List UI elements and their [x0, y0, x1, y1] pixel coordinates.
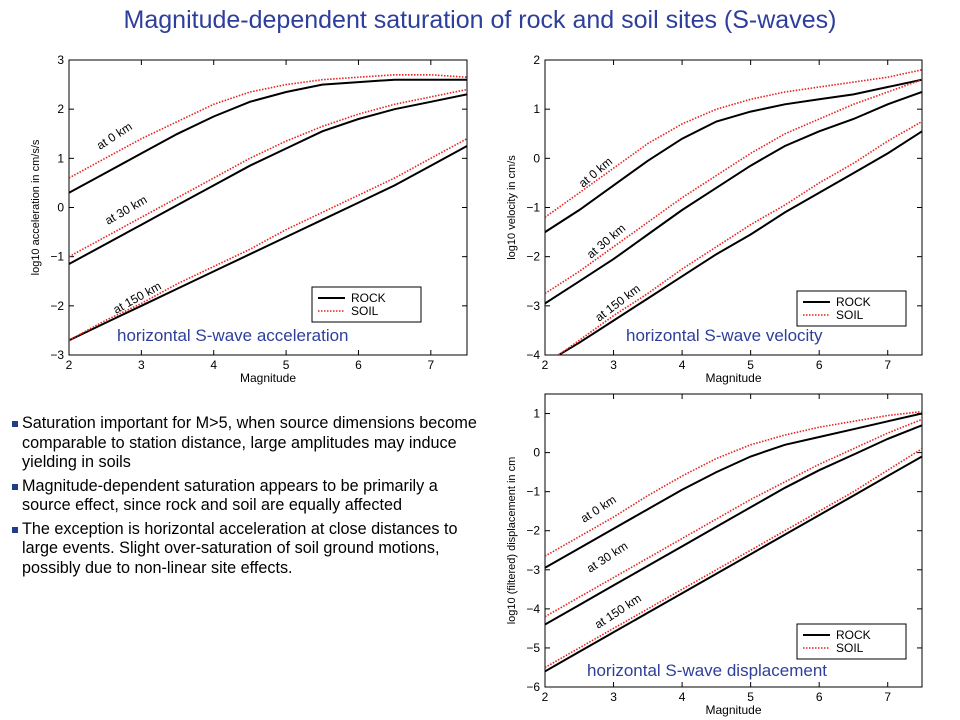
y-tick-label: −6 — [526, 680, 540, 694]
y-axis-label: log10 (filtered) displacement in cm — [506, 457, 518, 625]
y-tick-label: 1 — [57, 151, 64, 165]
y-tick-label: 0 — [533, 151, 540, 165]
x-tick-label: 3 — [610, 690, 617, 704]
panel-caption: horizontal S-wave velocity — [626, 326, 823, 345]
legend-label: SOIL — [836, 641, 864, 655]
bullet-text: The exception is horizontal acceleration… — [22, 519, 458, 577]
y-tick-label: −1 — [526, 201, 540, 215]
x-tick-label: 3 — [138, 358, 145, 372]
x-tick-label: 2 — [542, 358, 549, 372]
y-tick-label: −2 — [50, 299, 64, 313]
panel-caption: horizontal S-wave displacement — [587, 661, 827, 680]
x-axis-label: Magnitude — [705, 371, 761, 385]
series-line-rock — [69, 93, 467, 265]
x-axis-label: Magnitude — [705, 703, 761, 717]
x-tick-label: 7 — [884, 690, 891, 704]
y-tick-label: −1 — [526, 485, 540, 499]
x-tick-label: 5 — [747, 690, 754, 704]
square-bullet-icon — [12, 421, 18, 427]
x-tick-label: 7 — [427, 358, 434, 372]
chart-panel: 2 3 4 5 6 7 −3 −2 −1 0 1 2 3 Magnitude log10 accelerat… — [30, 53, 468, 385]
series-line-rock — [545, 78, 922, 233]
series-line-soil — [69, 88, 467, 258]
legend-label: SOIL — [351, 304, 379, 318]
series-line-soil — [545, 418, 922, 618]
series-line-soil — [69, 74, 467, 179]
series-line-soil — [545, 448, 922, 669]
x-tick-label: 5 — [747, 358, 754, 372]
x-tick-label: 6 — [816, 690, 823, 704]
x-tick-label: 2 — [66, 358, 73, 372]
bullet-item: Magnitude-dependent saturation appears t… — [12, 477, 490, 516]
y-tick-label: 1 — [533, 102, 540, 116]
legend-label: ROCK — [836, 295, 871, 309]
x-tick-label: 6 — [816, 358, 823, 372]
y-tick-label: −2 — [526, 250, 540, 264]
legend-label: ROCK — [836, 628, 871, 642]
bullet-item: Saturation important for M>5, when sourc… — [12, 414, 490, 473]
x-tick-label: 4 — [679, 690, 686, 704]
y-tick-label: 0 — [57, 201, 64, 215]
legend-box — [311, 286, 422, 323]
series-line-rock — [545, 455, 922, 673]
y-tick-label: 0 — [533, 446, 540, 460]
y-tick-label: −3 — [526, 299, 540, 313]
legend-label: ROCK — [351, 291, 386, 305]
series-line-rock — [69, 145, 467, 342]
chart-panel: 2 3 4 5 6 7 −4 −3 −2 −1 0 1 2 Magnitude log10 velocity… — [506, 53, 923, 385]
series-line-soil — [545, 69, 922, 218]
legend-box — [796, 623, 907, 660]
y-tick-label: −4 — [526, 602, 540, 616]
chart-panel: 2 3 4 5 6 7 −6 −5 −4 −3 −2 −1 0 1 Magnitude log10 (filt… — [506, 393, 923, 717]
y-axis-label: log10 velocity in cm/s — [506, 155, 518, 260]
y-tick-label: −4 — [526, 348, 540, 362]
x-tick-label: 4 — [679, 358, 686, 372]
y-tick-label: −2 — [526, 524, 540, 538]
y-tick-label: 3 — [57, 53, 64, 67]
series-line-rock — [545, 412, 922, 569]
x-tick-label: 3 — [610, 358, 617, 372]
series-line-rock — [69, 78, 467, 194]
x-tick-label: 6 — [355, 358, 362, 372]
x-tick-label: 5 — [283, 358, 290, 372]
y-tick-label: −3 — [50, 348, 64, 362]
x-axis-label: Magnitude — [240, 371, 296, 385]
legend-label: SOIL — [836, 308, 864, 322]
series-line-soil — [545, 410, 922, 557]
y-tick-label: 2 — [57, 102, 64, 116]
bullet-text: Magnitude-dependent saturation appears t… — [22, 476, 438, 515]
series-line-rock — [558, 130, 922, 355]
panel-caption: horizontal S-wave acceleration — [117, 326, 349, 345]
bullet-text: Saturation important for M>5, when sourc… — [22, 414, 477, 471]
x-tick-label: 2 — [542, 690, 549, 704]
series-line-rock — [545, 424, 922, 626]
bullet-item: The exception is horizontal acceleration… — [12, 520, 490, 579]
y-axis-label: log10 acceleration in cm/s/s — [30, 139, 42, 275]
series-line-soil — [558, 120, 922, 355]
x-tick-label: 7 — [884, 358, 891, 372]
y-tick-label: 1 — [533, 407, 540, 421]
y-tick-label: 2 — [533, 53, 540, 67]
y-tick-label: −1 — [50, 250, 64, 264]
square-bullet-icon — [12, 526, 18, 533]
y-tick-label: −5 — [526, 641, 540, 655]
square-bullet-icon — [12, 483, 18, 490]
series-line-soil — [545, 78, 922, 295]
legend-box — [796, 290, 907, 327]
bullet-list: Saturation important for M>5, when sourc… — [12, 414, 490, 582]
y-tick-label: −3 — [526, 563, 540, 577]
series-line-soil — [69, 137, 467, 342]
x-tick-label: 4 — [210, 358, 217, 372]
series-line-rock — [545, 91, 922, 305]
slide-title: Magnitude-dependent saturation of rock a… — [123, 6, 837, 34]
